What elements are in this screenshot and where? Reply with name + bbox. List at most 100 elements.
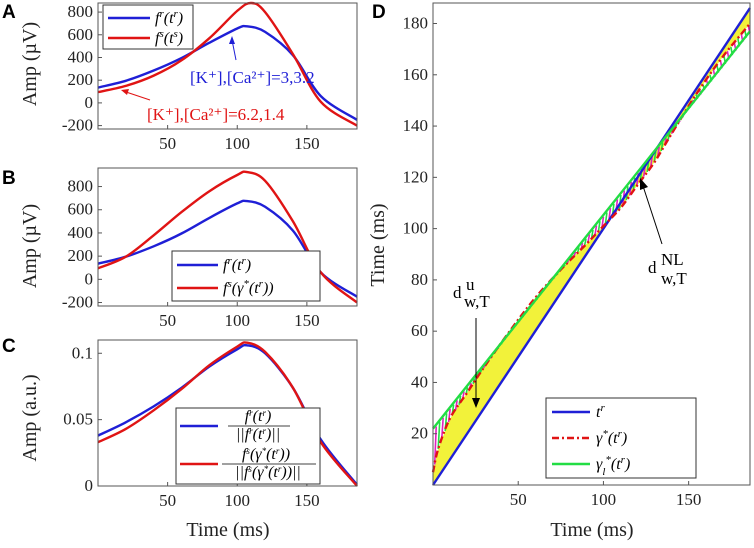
x-tick-label-b-2: 150 [294,311,320,330]
legend-b [171,250,321,302]
y-tick-label-d-4: 100 [403,219,429,238]
y-tick-label-a-5: 800 [68,2,94,21]
y-tick-label-b-2: 200 [68,246,94,265]
series-line-d-0 [432,7,751,486]
y-tick-label-d-7: 160 [403,65,429,84]
y-tick-label-d-0: 20 [411,424,428,443]
hatch-line-49 [604,212,608,225]
series-line-a-1 [97,1,358,127]
y-tick-label-d-3: 80 [411,270,428,289]
svg-text:fr(tr): fr(tr) [245,408,272,425]
hatch-line-7 [458,395,462,405]
y-tick-label-c-2: 0.1 [72,343,93,362]
y-tick-label-d-8: 180 [403,14,429,33]
panel-label-a: A [2,2,16,23]
hatch-line-14 [482,364,486,369]
series-group-a [97,1,358,127]
legend-d-label-2: γ*(tr) [596,428,627,447]
svg-text:NL: NL [661,250,684,269]
y-tick-label-c-1: 0.05 [63,410,93,429]
x-tick-label-a-2: 150 [294,134,320,153]
hatch-line-1 [437,422,441,449]
axes-frame-d [432,2,751,486]
y-axis-label-c: Amp (a.u.) [19,374,41,461]
tick-group-d: 50 100 150 20 40 60 80 100 120 140 160 180 [403,14,702,509]
y-axis-label-b: Amp (µV) [19,204,41,288]
annotation-blue: [K⁺],[Ca²⁺]=3,3.2 [190,68,315,87]
x-tick-label-c-0: 50 [159,491,176,510]
tick-group-a: 50 100 150 -200 0 200 400 600 800 [62,2,320,153]
series-line-c-1 [97,341,358,487]
series-group-b [97,170,358,304]
hatch-line-46 [594,225,598,236]
y-tick-label-b-4: 600 [68,200,94,219]
legend-b-label-1: fr(tr) [223,255,251,274]
hatch-line-47 [597,221,601,232]
axes-frame-a [97,2,358,130]
panel-d: D Time (ms) 50 100 150 20 40 60 80 100 120 140 160… [367,2,751,541]
y-axis-label-a: Amp (µV) [19,22,41,106]
annotation-arrowhead-du [472,398,480,408]
y-tick-label-b-3: 400 [68,223,94,242]
legend-a-label-2: fs(ts) [155,28,183,47]
axes-frame-c [97,339,358,487]
legend-d-label-1: tr [596,402,605,421]
legend-c [175,407,321,485]
annotation-arrow-dnl [642,185,663,245]
y-tick-label-b-5: 800 [68,177,94,196]
series-group-d [431,7,751,486]
x-axis-label-c: Time (ms) [186,519,269,541]
x-tick-label-a-0: 50 [159,134,176,153]
x-tick-label-b-1: 100 [224,311,250,330]
legend-a-label-1: fr(tr) [155,8,183,27]
svg-text:w,T: w,T [464,292,490,311]
tick-group-b: 50 100 150 -200 0 200 400 600 800 [62,177,320,330]
annotation-d-u: d u w,T [453,275,490,311]
hatch-line-0 [433,426,438,465]
series-line-b-1 [97,170,358,304]
svg-text:||fr(tr)||: ||fr(tr)|| [236,426,280,443]
y-tick-label-d-1: 40 [411,372,428,391]
y-tick-label-b-1: 0 [85,269,94,288]
panel-label-b: B [2,168,16,189]
x-tick-label-d-1: 100 [591,490,617,509]
panel-label-c: C [2,336,16,357]
hatch-line-6 [454,400,458,411]
y-tick-label-b-0: -200 [62,293,93,312]
annotation-arrow-red [125,91,151,101]
x-tick-label-c-2: 150 [294,491,320,510]
hatch-line-67 [667,133,671,140]
y-tick-label-a-3: 400 [68,47,94,66]
svg-text:w,T: w,T [661,269,687,288]
axes-frame-b [97,167,358,307]
y-tick-label-d-5: 120 [403,167,429,186]
hatch-line-65 [660,142,664,152]
x-tick-label-c-1: 100 [224,491,250,510]
y-axis-label-d: Time (ms) [367,203,389,286]
x-tick-label-d-0: 50 [510,490,527,509]
x-tick-label-a-1: 100 [224,134,250,153]
svg-text:||fs(γ*(tr))||: ||fs(γ*(tr))|| [235,464,301,481]
legend-c-label-2: fs(γ*(tr)) ||fs(γ*(tr))|| [222,446,316,481]
y-tick-label-c-0: 0 [85,476,94,495]
hatch-line-4 [447,408,451,423]
panel-a: A Amp (µV) 50 100 150 -200 0 200 400 600 800 fr(… [2,1,358,153]
svg-text:d: d [648,258,657,277]
x-tick-label-b-0: 50 [159,311,176,330]
y-tick-label-a-1: 0 [85,93,94,112]
annotation-arrowhead-blue [229,36,235,44]
x-tick-label-d-2: 150 [676,490,702,509]
hatch-line-2 [440,417,444,440]
panel-label-d: D [372,2,386,23]
y-tick-label-a-4: 600 [68,25,94,44]
panel-b: B Amp (µV) 50 100 150 -200 0 200 400 600 800 fr(… [2,167,358,330]
annotation-arrowhead-dnl [640,178,648,190]
svg-text:d: d [453,283,462,302]
legend-a [102,4,194,50]
series-line-d-2 [432,30,751,430]
annotation-red: [K⁺],[Ca²⁺]=6.2,1.4 [147,105,285,124]
series-line-b-0 [97,199,358,298]
annotation-d-nl: d NL w,T [648,250,687,288]
